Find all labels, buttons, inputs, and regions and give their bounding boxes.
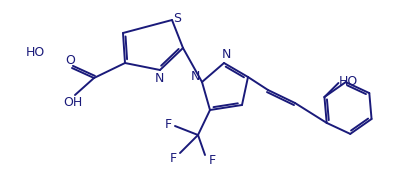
Text: S: S [173,13,181,25]
Text: N: N [221,48,231,62]
Text: OH: OH [63,97,83,109]
Text: F: F [164,119,171,131]
Text: O: O [65,55,75,67]
Text: HO: HO [339,74,358,88]
Text: N: N [154,73,163,86]
Text: N: N [190,70,200,83]
Text: F: F [208,154,215,166]
Text: HO: HO [25,45,45,59]
Text: F: F [169,151,176,165]
